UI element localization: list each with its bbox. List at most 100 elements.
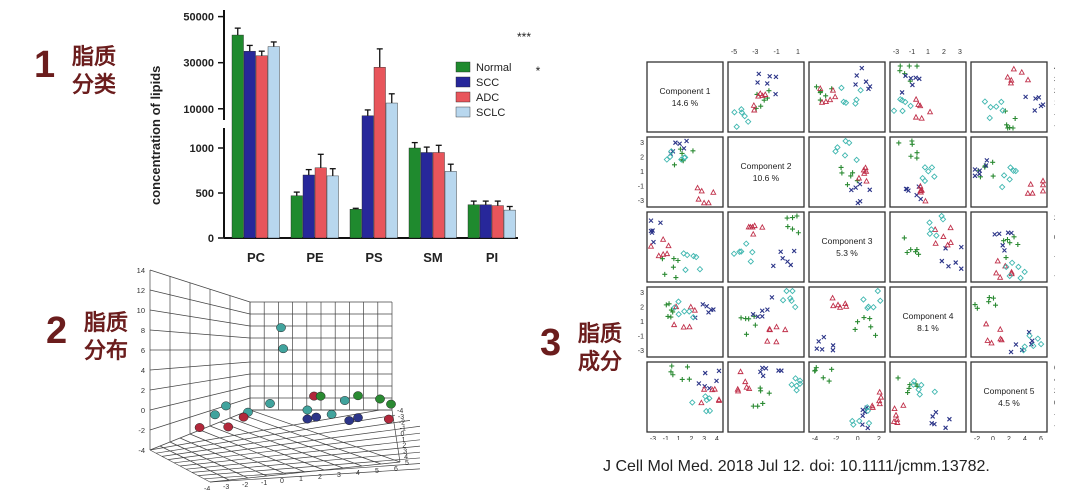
matrix-tick-label: 1 [640, 319, 644, 326]
marker-sclc [1008, 259, 1016, 267]
marker-scc [651, 239, 656, 245]
category-label-pe: PE [306, 250, 324, 265]
marker-adc [746, 385, 753, 391]
marker-sclc [663, 156, 671, 163]
marker-sclc [842, 99, 850, 106]
marker-scc [704, 303, 710, 309]
category-label-ps: PS [365, 250, 383, 265]
grid-line [229, 417, 363, 467]
marker-scc [700, 302, 706, 307]
section-1-line2: 分类 [72, 73, 117, 98]
marker-sclc [681, 308, 688, 315]
marker-normal [659, 256, 665, 262]
component-percent: 4.5 % [998, 398, 1020, 408]
bar-scc-pi [479, 204, 492, 239]
matrix-tick-label: 4 [1054, 65, 1055, 72]
marker-normal [990, 159, 996, 165]
marker-sclc [856, 417, 863, 425]
matrix-cell [970, 136, 1048, 208]
marker-sclc [793, 387, 800, 394]
marker-adc [1008, 268, 1015, 275]
marker-sclc [1015, 263, 1022, 271]
section-3-number: 3 [540, 322, 562, 364]
marker-scc [992, 232, 998, 237]
bar-normal-pc [231, 34, 244, 239]
grid-line [149, 449, 211, 483]
z-tick-label: 10 [137, 306, 145, 315]
matrix-cell: Component 5 4.5 % [970, 361, 1048, 433]
marker-adc [996, 273, 1004, 280]
marker-normal [690, 148, 696, 154]
category-label-sm: SM [423, 250, 443, 265]
marker-adc [773, 338, 780, 345]
marker-normal [668, 314, 674, 320]
marker-normal [829, 366, 835, 372]
matrix-tick-label: -4 [1054, 423, 1055, 430]
marker-sclc [689, 314, 697, 321]
marker-scc [708, 307, 714, 313]
marker-scc [853, 82, 858, 87]
matrix-tick-label: 3 [702, 436, 706, 440]
marker-sclc [689, 399, 696, 406]
marker-scc [755, 314, 761, 319]
matrix-cell: Component 2 10.6 % [727, 136, 805, 208]
marker-adc [1010, 65, 1017, 72]
component-percent: 14.6 % [672, 98, 699, 108]
marker-sclc [1010, 167, 1017, 175]
marker-sclc [788, 381, 795, 388]
marker-normal [668, 307, 674, 313]
marker-normal [852, 326, 858, 332]
bar-sclc-pe [326, 175, 339, 239]
matrix-cell [808, 136, 886, 208]
marker-adc [660, 250, 667, 257]
matrix-tick-label: -1 [663, 436, 669, 440]
y-tick-label: -2 [399, 420, 405, 427]
matrix-cell [646, 286, 724, 358]
matrix-cell [808, 361, 886, 433]
marker-adc [759, 92, 766, 99]
x-tick-label: 2 [318, 474, 322, 481]
marker-sclc [834, 144, 841, 151]
matrix-cell [646, 361, 724, 433]
marker-adc [659, 235, 667, 242]
matrix-tick-label: -2 [1054, 411, 1055, 418]
marker-scc [780, 255, 786, 261]
marker-normal [850, 170, 856, 176]
matrix-cell-frame [727, 361, 805, 433]
marker-sclc [860, 296, 867, 303]
marker-normal [820, 375, 826, 381]
marker-scc [750, 311, 756, 317]
section-2-title: 脂质 分布 [84, 310, 128, 366]
grid-line [189, 433, 287, 475]
marker-adc [917, 102, 924, 109]
marker-scc [933, 409, 939, 415]
marker-normal [813, 365, 819, 371]
marker-adc [988, 339, 995, 346]
marker-adc [947, 239, 954, 245]
matrix-tick-label: -3 [638, 348, 644, 355]
marker-normal [755, 403, 761, 409]
marker-scc [903, 73, 908, 79]
marker-adc [670, 321, 678, 328]
marker-scc [648, 218, 654, 224]
matrix-cell-frame [970, 361, 1048, 433]
matrix-tick-label: 1 [1054, 100, 1055, 107]
marker-sclc [832, 148, 839, 155]
y-tick-label: 50000 [183, 12, 214, 24]
category-label-pi: PI [486, 250, 498, 265]
marker-adc [869, 402, 876, 409]
marker-normal [1007, 125, 1013, 131]
marker-normal [855, 319, 861, 325]
marker-normal [914, 150, 920, 156]
marker-adc [917, 188, 924, 195]
marker-normal [838, 164, 844, 170]
matrix-tick-label: 0 [991, 436, 995, 440]
marker-scc [913, 75, 919, 81]
scatter-point-red [194, 423, 205, 432]
marker-sclc [901, 98, 909, 106]
marker-sclc [678, 156, 685, 163]
marker-adc [691, 306, 698, 313]
marker-sclc [737, 248, 745, 255]
marker-sclc [789, 287, 796, 295]
marker-scc [947, 416, 952, 422]
